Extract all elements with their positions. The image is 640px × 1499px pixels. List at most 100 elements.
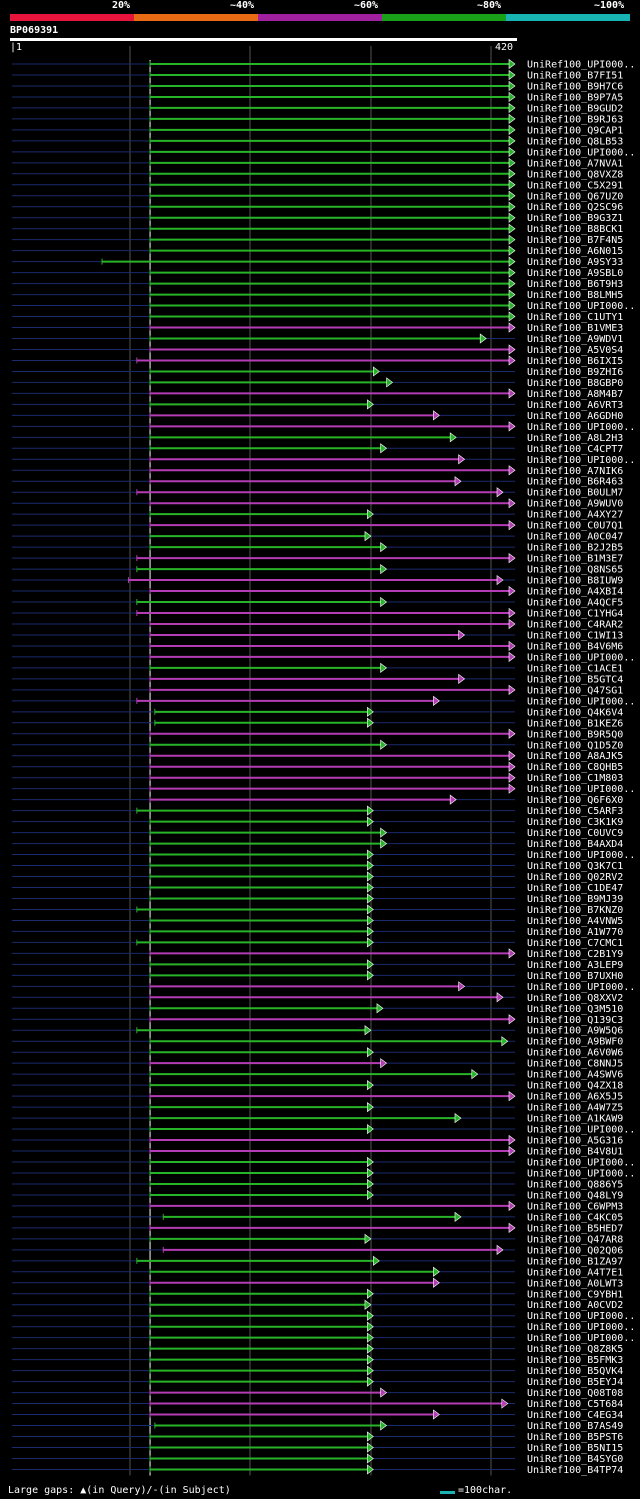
- hit-label[interactable]: UniRef100_UPI000..: [527, 982, 635, 993]
- hit-label[interactable]: UniRef100_B5GTC4: [527, 674, 623, 685]
- hit-label[interactable]: UniRef100_A9SBL0: [527, 268, 623, 279]
- hit-label[interactable]: UniRef100_UPI000..: [527, 147, 635, 158]
- hit-label[interactable]: UniRef100_C4RAR2: [527, 619, 623, 630]
- hit-label[interactable]: UniRef100_Q8Z8K5: [527, 1344, 623, 1355]
- hit-label[interactable]: UniRef100_Q8VXZ8: [527, 169, 623, 180]
- hit-label[interactable]: UniRef100_B5HED7: [527, 1223, 623, 1234]
- hit-label[interactable]: UniRef100_A0LWT3: [527, 1278, 623, 1289]
- hit-label[interactable]: UniRef100_UPI000..: [527, 696, 635, 707]
- hit-label[interactable]: UniRef100_B6T9H3: [527, 279, 623, 290]
- hit-label[interactable]: UniRef100_C0U7Q1: [527, 521, 623, 532]
- hit-label[interactable]: UniRef100_UPI000..: [527, 422, 635, 433]
- hit-label[interactable]: UniRef100_Q67UZ0: [527, 191, 623, 202]
- hit-label[interactable]: UniRef100_B9R5Q0: [527, 729, 623, 740]
- hit-label[interactable]: UniRef100_C5T684: [527, 1399, 623, 1410]
- hit-label[interactable]: UniRef100_B9GUD2: [527, 103, 623, 114]
- hit-label[interactable]: UniRef100_Q886Y5: [527, 1179, 623, 1190]
- hit-label[interactable]: UniRef100_B6IXI5: [527, 356, 623, 367]
- hit-label[interactable]: UniRef100_B1KEZ6: [527, 718, 623, 729]
- hit-label[interactable]: UniRef100_Q139C3: [527, 1015, 623, 1026]
- hit-label[interactable]: UniRef100_B2J2B5: [527, 543, 623, 554]
- hit-label[interactable]: UniRef100_A3LEP9: [527, 960, 623, 971]
- hit-label[interactable]: UniRef100_C1M803: [527, 773, 623, 784]
- hit-label[interactable]: UniRef100_C8NNJ5: [527, 1059, 623, 1070]
- hit-label[interactable]: UniRef100_A6N015: [527, 246, 623, 257]
- hit-label[interactable]: UniRef100_A8M4B7: [527, 389, 623, 400]
- hit-label[interactable]: UniRef100_Q6F6X0: [527, 795, 623, 806]
- hit-label[interactable]: UniRef100_Q8XXV2: [527, 993, 623, 1004]
- hit-label[interactable]: UniRef100_A6VRT3: [527, 400, 623, 411]
- hit-label[interactable]: UniRef100_Q48LY9: [527, 1190, 623, 1201]
- hit-label[interactable]: UniRef100_B4V8U1: [527, 1147, 623, 1158]
- hit-label[interactable]: UniRef100_UPI000..: [527, 1168, 635, 1179]
- hit-label[interactable]: UniRef100_A4T7E1: [527, 1267, 623, 1278]
- hit-label[interactable]: UniRef100_A9WUV0: [527, 499, 623, 510]
- hit-label[interactable]: UniRef100_A9W5Q6: [527, 1026, 623, 1037]
- hit-label[interactable]: UniRef100_C1ACE1: [527, 663, 623, 674]
- hit-label[interactable]: UniRef100_C3K1K9: [527, 817, 623, 828]
- hit-label[interactable]: UniRef100_A4SWV6: [527, 1070, 623, 1081]
- hit-label[interactable]: UniRef100_UPI000..: [527, 301, 635, 312]
- hit-label[interactable]: UniRef100_UPI000..: [527, 784, 635, 795]
- hit-label[interactable]: UniRef100_B8IUW9: [527, 576, 623, 587]
- hit-label[interactable]: UniRef100_UPI000..: [527, 1333, 635, 1344]
- hit-label[interactable]: UniRef100_B4AXD4: [527, 839, 623, 850]
- hit-label[interactable]: UniRef100_A6X5J5: [527, 1092, 623, 1103]
- hit-label[interactable]: UniRef100_C6WPM3: [527, 1201, 623, 1212]
- hit-label[interactable]: UniRef100_C4CPT7: [527, 444, 623, 455]
- hit-label[interactable]: UniRef100_Q02Q06: [527, 1245, 623, 1256]
- hit-label[interactable]: UniRef100_B5QVK4: [527, 1366, 623, 1377]
- hit-label[interactable]: UniRef100_A9BWF0: [527, 1037, 623, 1048]
- hit-label[interactable]: UniRef100_A5V0S4: [527, 345, 623, 356]
- hit-label[interactable]: UniRef100_A8L2H3: [527, 433, 623, 444]
- hit-label[interactable]: UniRef100_A5G316: [527, 1136, 623, 1147]
- hit-label[interactable]: UniRef100_C1YHG4: [527, 609, 623, 620]
- hit-label[interactable]: UniRef100_Q47SG1: [527, 685, 623, 696]
- hit-label[interactable]: UniRef100_B1M3E7: [527, 554, 623, 565]
- hit-label[interactable]: UniRef100_B1VME3: [527, 323, 623, 334]
- hit-label[interactable]: UniRef100_B4V6M6: [527, 641, 623, 652]
- hit-label[interactable]: UniRef100_B8GBP0: [527, 378, 623, 389]
- hit-label[interactable]: UniRef100_B9RJ63: [527, 114, 623, 125]
- hit-label[interactable]: UniRef100_A4XY27: [527, 510, 623, 521]
- hit-label[interactable]: UniRef100_B5PST6: [527, 1432, 623, 1443]
- hit-label[interactable]: UniRef100_C7CMC1: [527, 938, 623, 949]
- hit-label[interactable]: UniRef100_A1KAW9: [527, 1114, 623, 1125]
- hit-label[interactable]: UniRef100_A7NIK6: [527, 466, 623, 477]
- hit-label[interactable]: UniRef100_UPI000..: [527, 1311, 635, 1322]
- hit-label[interactable]: UniRef100_C9YBH1: [527, 1289, 623, 1300]
- hit-label[interactable]: UniRef100_A0CVD2: [527, 1300, 623, 1311]
- hit-label[interactable]: UniRef100_A6GDH0: [527, 411, 623, 422]
- hit-label[interactable]: UniRef100_A0C047: [527, 532, 623, 543]
- hit-label[interactable]: UniRef100_A4QCF5: [527, 598, 623, 609]
- hit-label[interactable]: UniRef100_C0UVC9: [527, 828, 623, 839]
- hit-label[interactable]: UniRef100_UPI000..: [527, 1322, 635, 1333]
- hit-label[interactable]: UniRef100_A4W7Z5: [527, 1103, 623, 1114]
- hit-label[interactable]: UniRef100_B7AS49: [527, 1421, 623, 1432]
- hit-label[interactable]: UniRef100_UPI000..: [527, 455, 635, 466]
- hit-label[interactable]: UniRef100_A7NVA1: [527, 158, 623, 169]
- hit-label[interactable]: UniRef100_A4XBI4: [527, 587, 623, 598]
- hit-label[interactable]: UniRef100_B8BCK1: [527, 224, 623, 235]
- hit-label[interactable]: UniRef100_Q8NS65: [527, 565, 623, 576]
- hit-label[interactable]: UniRef100_UPI000..: [527, 60, 635, 71]
- hit-label[interactable]: UniRef100_C8QHB5: [527, 762, 623, 773]
- hit-label[interactable]: UniRef100_B5EYJ4: [527, 1377, 623, 1388]
- hit-label[interactable]: UniRef100_A9WDV1: [527, 334, 623, 345]
- hit-label[interactable]: UniRef100_UPI000..: [527, 1125, 635, 1136]
- hit-label[interactable]: UniRef100_C1WI13: [527, 630, 623, 641]
- hit-label[interactable]: UniRef100_B9MJ39: [527, 894, 623, 905]
- hit-label[interactable]: UniRef100_B9G3Z1: [527, 213, 623, 224]
- hit-label[interactable]: UniRef100_B4SYG0: [527, 1454, 623, 1465]
- hit-label[interactable]: UniRef100_Q4K6V4: [527, 707, 623, 718]
- hit-label[interactable]: UniRef100_B7UXH0: [527, 971, 623, 982]
- hit-label[interactable]: UniRef100_B9ZHI6: [527, 367, 623, 378]
- hit-label[interactable]: UniRef100_B9P7A5: [527, 92, 623, 103]
- hit-label[interactable]: UniRef100_A9SY33: [527, 257, 623, 268]
- hit-label[interactable]: UniRef100_Q02RV2: [527, 872, 623, 883]
- hit-label[interactable]: UniRef100_Q8LB53: [527, 136, 623, 147]
- hit-label[interactable]: UniRef100_B5FMK3: [527, 1355, 623, 1366]
- hit-label[interactable]: UniRef100_C5ARF3: [527, 806, 623, 817]
- hit-label[interactable]: UniRef100_B9H7C6: [527, 81, 623, 92]
- hit-label[interactable]: UniRef100_B0ULM7: [527, 488, 623, 499]
